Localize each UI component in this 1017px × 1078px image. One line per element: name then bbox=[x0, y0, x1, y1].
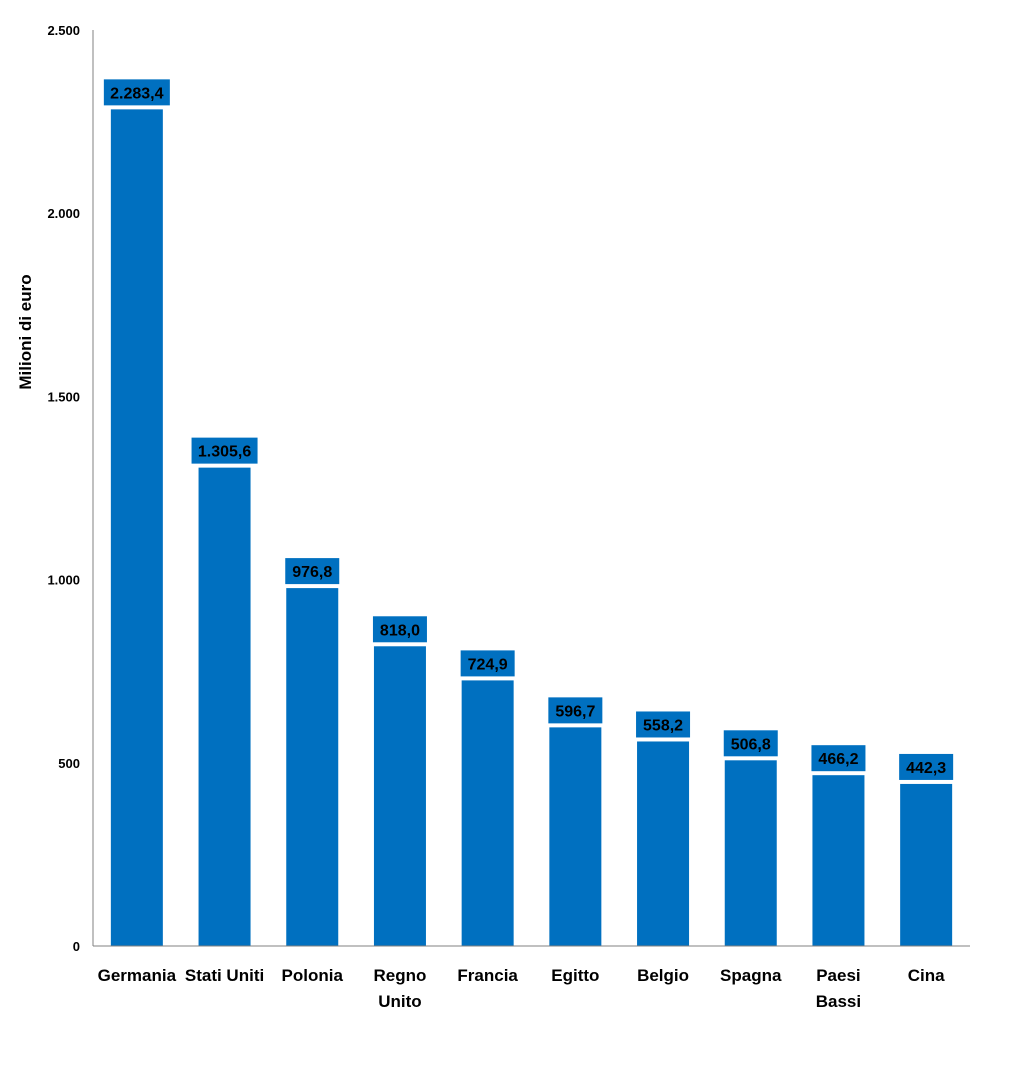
bar bbox=[461, 680, 514, 946]
data-label-box bbox=[460, 650, 515, 677]
x-category-label: Germania bbox=[98, 966, 177, 985]
data-label-text: 466,2 bbox=[818, 751, 858, 768]
x-category-label: Francia bbox=[457, 966, 518, 985]
data-label: 596,7 bbox=[548, 697, 603, 724]
x-category-label: Stati Uniti bbox=[185, 966, 264, 985]
y-tick-label: 1.000 bbox=[47, 573, 80, 588]
x-category-label: Polonia bbox=[282, 966, 344, 985]
bar bbox=[812, 775, 865, 946]
x-category-label: Cina bbox=[908, 966, 945, 985]
data-label-box bbox=[103, 79, 170, 106]
y-axis-tick-labels: 0 500 1.000 1.500 2.000 2.500 bbox=[47, 23, 80, 954]
data-label-text: 976,8 bbox=[292, 564, 332, 581]
y-tick-label: 2.500 bbox=[47, 23, 80, 38]
data-label-text: 596,7 bbox=[555, 703, 595, 720]
x-category-label: Paesi Bassi bbox=[816, 966, 861, 1011]
data-label-text: 442,3 bbox=[906, 760, 946, 777]
x-category-label: Spagna bbox=[720, 966, 782, 985]
x-category-label: Belgio bbox=[637, 966, 689, 985]
data-label-text: 1.305,6 bbox=[198, 444, 251, 461]
bar bbox=[549, 727, 602, 946]
y-tick-label: 1.500 bbox=[47, 389, 80, 404]
bar bbox=[900, 783, 953, 946]
data-label: 1.305,6 bbox=[191, 437, 258, 464]
data-label-box bbox=[372, 616, 427, 643]
bar bbox=[373, 646, 426, 946]
data-label-text: 724,9 bbox=[468, 656, 508, 673]
data-label: 442,3 bbox=[899, 753, 954, 780]
bar bbox=[198, 467, 251, 946]
data-label-box bbox=[191, 437, 258, 464]
data-label: 976,8 bbox=[285, 558, 340, 585]
bar bbox=[724, 760, 777, 946]
data-label: 558,2 bbox=[636, 711, 691, 738]
bar bbox=[286, 588, 339, 946]
x-category-label: Regno Unito bbox=[374, 966, 427, 1011]
data-label: 724,9 bbox=[460, 650, 515, 677]
data-label-box bbox=[285, 558, 340, 585]
bar bbox=[637, 741, 690, 946]
data-label: 818,0 bbox=[372, 616, 427, 643]
bars bbox=[110, 109, 953, 946]
y-tick-label: 2.000 bbox=[47, 206, 80, 221]
data-label-box bbox=[899, 753, 954, 780]
data-label: 466,2 bbox=[811, 745, 866, 772]
x-axis-category-labels: Germania Stati Uniti Polonia Regno Unito Fran… bbox=[98, 966, 945, 1011]
data-label-text: 558,2 bbox=[643, 717, 683, 734]
y-axis-title: Milioni di euro bbox=[16, 274, 35, 389]
data-label-box bbox=[636, 711, 691, 738]
data-label: 2.283,4 bbox=[103, 79, 170, 106]
data-label-box bbox=[548, 697, 603, 724]
data-label-box bbox=[723, 730, 778, 757]
bar bbox=[110, 109, 163, 946]
data-label-text: 2.283,4 bbox=[110, 85, 163, 102]
y-tick-label: 500 bbox=[58, 756, 80, 771]
y-tick-label: 0 bbox=[73, 939, 80, 954]
data-label-text: 818,0 bbox=[380, 622, 420, 639]
data-label-box bbox=[811, 745, 866, 772]
data-labels: 2.283,4 1.305,6 976,8 818,0 724,9 596,7 558,2 5… bbox=[103, 79, 954, 780]
data-label-text: 506,8 bbox=[731, 736, 771, 753]
x-category-label: Egitto bbox=[551, 966, 599, 985]
data-label: 506,8 bbox=[723, 730, 778, 757]
